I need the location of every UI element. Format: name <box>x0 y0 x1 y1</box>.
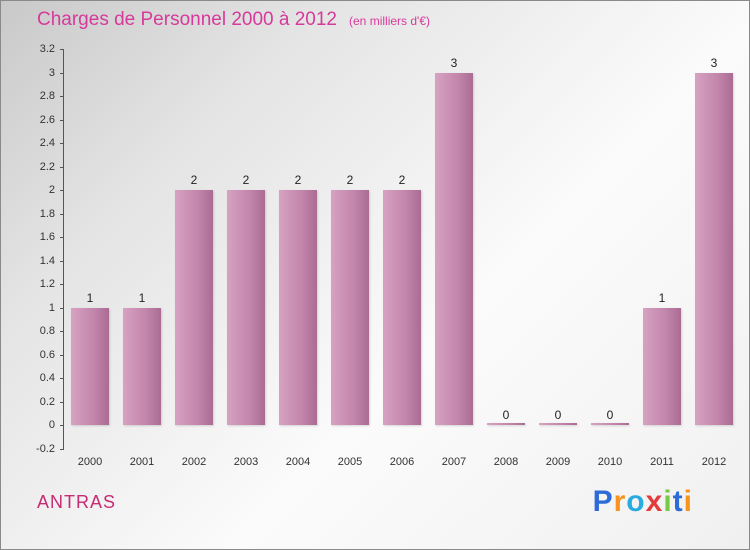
bar-2006 <box>383 190 421 426</box>
y-axis-tick-mark <box>60 307 64 309</box>
y-axis-tick-label: 2 <box>48 184 55 197</box>
logo-letter: i <box>683 485 693 518</box>
y-axis: 3.2 3 2.8 2.6 2.4 2.2 2 1.8 1.6 1.4 1.2 1 0.8 0.6 0.4 0… <box>1 43 57 455</box>
x-axis-label: 2009 <box>545 456 571 468</box>
logo-letter: r <box>613 485 627 518</box>
bar-value-label: 2 <box>398 173 406 188</box>
y-axis-tick-mark <box>60 449 64 450</box>
y-axis-tick-mark <box>60 190 64 192</box>
y-axis-tick-label: 1.4 <box>39 254 55 267</box>
logo-letter: x <box>645 485 664 518</box>
plot-area: 1 2000 1 2001 2 2002 2 2003 2 2004 2 2005 2 2006 3 2007… <box>60 49 740 468</box>
y-axis-tick-mark <box>60 166 64 168</box>
logo-letter: i <box>663 485 673 518</box>
y-axis-tick-label: 2.8 <box>39 90 55 103</box>
y-axis-tick-mark <box>60 354 64 356</box>
bar-2004 <box>279 190 317 426</box>
chart-header: Charges de Personnel 2000 à 2012 (en mil… <box>37 9 430 31</box>
y-axis-tick-label: 3.2 <box>39 43 55 55</box>
x-axis-label: 2010 <box>597 456 623 468</box>
chart-title: Charges de Personnel 2000 à 2012 <box>37 9 338 30</box>
y-axis-tick-label: 3 <box>48 66 55 79</box>
y-axis-tick-label: 0.4 <box>39 372 55 385</box>
y-axis-tick-label: 0 <box>48 419 55 432</box>
y-axis-tick-label: -0.2 <box>36 443 55 455</box>
bar-value-label: 0 <box>554 408 562 423</box>
y-axis-tick-mark <box>60 119 64 121</box>
bar-2012 <box>695 72 733 426</box>
y-axis-tick-mark <box>60 72 64 74</box>
y-axis-tick-mark <box>60 260 64 262</box>
logo-letter: o <box>626 485 646 518</box>
bar-2009 <box>539 423 577 426</box>
y-axis-tick-label: 1.8 <box>39 207 55 220</box>
y-axis-tick-label: 0.2 <box>39 395 55 408</box>
bar-2003 <box>227 190 265 426</box>
bar-2001 <box>123 307 161 426</box>
y-axis-tick-mark <box>60 96 64 98</box>
bar-2011 <box>643 307 681 426</box>
y-axis-tick-label: 0.8 <box>39 325 55 338</box>
x-axis-label: 2000 <box>77 456 103 468</box>
x-axis-label: 2011 <box>650 456 674 468</box>
bar-value-label: 2 <box>242 173 250 188</box>
x-axis-label: 2003 <box>233 456 259 468</box>
y-axis-tick-mark <box>60 237 64 239</box>
bar-value-label: 3 <box>710 55 718 70</box>
bar-2008 <box>487 423 525 426</box>
y-axis-tick-label: 1 <box>48 301 55 314</box>
logo-letter: P <box>592 485 614 518</box>
bar-2000 <box>71 307 109 426</box>
y-axis-tick-label: 2.2 <box>39 160 55 173</box>
x-axis-label: 2008 <box>493 456 519 468</box>
x-axis-label: 2002 <box>181 456 207 468</box>
bar-value-label: 3 <box>450 55 458 70</box>
y-axis-tick-label: 0.6 <box>39 348 55 361</box>
bar-value-label: 2 <box>294 173 302 188</box>
y-axis-tick-mark <box>60 284 64 286</box>
bar-value-label: 2 <box>190 173 198 188</box>
bar-value-label: 0 <box>606 408 614 423</box>
bar-value-label: 1 <box>138 290 146 305</box>
chart-subtitle: (en milliers d'€) <box>349 14 430 28</box>
y-axis-tick-mark <box>60 378 64 380</box>
logo-letter: t <box>672 485 684 518</box>
bar-value-label: 1 <box>86 290 94 305</box>
chart-footer: ANTRAS Proxiti <box>37 485 693 519</box>
y-axis-tick-label: 1.6 <box>39 231 55 244</box>
y-axis-tick-label: 2.6 <box>39 113 55 126</box>
x-axis-label: 2004 <box>285 456 311 468</box>
y-axis-tick-mark <box>60 401 64 403</box>
x-axis-label: 2005 <box>337 456 363 468</box>
y-axis-tick-mark <box>60 425 64 427</box>
bar-2002 <box>175 190 213 426</box>
y-axis-tick-mark <box>60 213 64 215</box>
bar-value-label: 0 <box>502 408 510 423</box>
proxiti-logo: Proxiti <box>593 485 693 519</box>
x-axis-label: 2001 <box>129 456 155 468</box>
y-axis-tick-label: 1.2 <box>39 278 55 291</box>
x-axis-label: 2012 <box>701 456 727 468</box>
y-axis-tick-mark <box>60 49 64 50</box>
bar-value-label: 1 <box>658 290 666 305</box>
y-axis-tick-label: 2.4 <box>39 137 55 150</box>
bar-2007 <box>435 72 473 426</box>
bar-2010 <box>591 423 629 426</box>
y-axis-tick-mark <box>60 143 64 145</box>
footer-brand: ANTRAS <box>37 491 117 512</box>
bar-2005 <box>331 190 369 426</box>
y-axis-tick-mark <box>60 331 64 333</box>
x-axis-label: 2007 <box>441 456 467 468</box>
bar-value-label: 2 <box>346 173 354 188</box>
x-axis-label: 2006 <box>389 456 415 468</box>
